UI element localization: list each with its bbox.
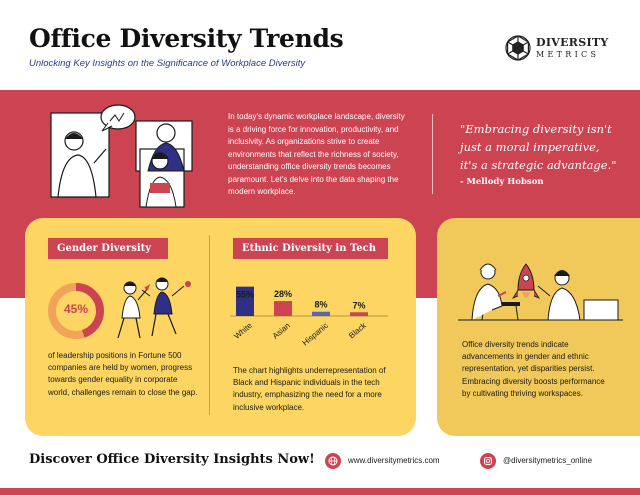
brand-logo: DIVERSITY METRICS	[504, 34, 614, 64]
footer-cta: Discover Office Diversity Insights Now!	[29, 452, 315, 467]
chart-category-label: Hispanic	[301, 321, 330, 348]
chart-value-label: 7%	[352, 300, 365, 310]
chart-bar-white	[236, 286, 254, 316]
instagram-link[interactable]: @diversitymetrics_online	[503, 456, 593, 465]
gender-percent-label: 45%	[63, 302, 89, 316]
stats-card-divider	[209, 235, 210, 415]
intro-paragraph: In today's dynamic workplace landscape, …	[228, 112, 405, 196]
gender-diversity-heading: Gender Diversity	[48, 238, 168, 259]
ethnic-diversity-heading: Ethnic Diversity in Tech	[233, 238, 388, 259]
chart-bar-black	[350, 312, 368, 316]
ethnic-diversity-text: The chart highlights underrepresentation…	[233, 366, 386, 412]
page-subtitle: Unlocking Key Insights on the Significan…	[29, 58, 306, 69]
footer-bar	[0, 488, 640, 495]
chart-bar-hispanic	[312, 311, 330, 316]
chart-value-label: 8%	[314, 300, 327, 310]
chart-value-label: 55%	[236, 290, 254, 300]
website-link[interactable]: www.diversitymetrics.com	[348, 456, 440, 465]
quote-author: - Mellody Hobson	[460, 177, 544, 187]
brand-name-top: DIVERSITY	[536, 36, 609, 49]
quote-text: "Embracing diversity isn't just a moral …	[460, 122, 617, 172]
brand-name-bottom: METRICS	[536, 50, 600, 59]
chart-bar-asian	[274, 301, 292, 316]
summary-card	[437, 218, 640, 436]
summary-text: Office diversity trends indicate advance…	[462, 340, 605, 398]
gender-diversity-text: of leadership positions in Fortune 500 c…	[48, 351, 198, 397]
globe-icon	[325, 453, 341, 469]
chart-value-label: 28%	[274, 289, 292, 299]
gender-percent-arc	[48, 283, 104, 339]
instagram-icon	[480, 453, 496, 469]
chart-category-label: Black	[347, 320, 369, 340]
chart-category-label: Asian	[271, 321, 292, 341]
chart-category-label: White	[232, 321, 254, 341]
gender-percent-donut	[48, 283, 104, 339]
team-rocket-illustration	[458, 263, 623, 321]
page-title: Office Diversity Trends	[29, 24, 344, 53]
quote-divider	[432, 114, 433, 194]
brand-logo-icon	[505, 35, 531, 61]
team-brainstorm-illustration	[50, 103, 193, 208]
celebrating-people-illustration	[117, 277, 191, 339]
ethnic-diversity-bar-chart: 55% White 28% Asian 8% Hispanic 7% Black	[230, 286, 388, 348]
